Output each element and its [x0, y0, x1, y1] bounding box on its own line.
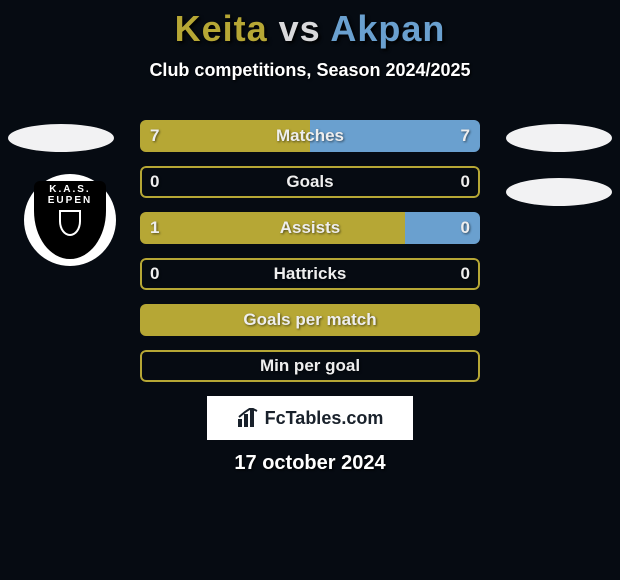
stat-value-left: 0	[150, 166, 159, 198]
branding-text: FcTables.com	[265, 408, 384, 429]
stat-value-right: 0	[461, 258, 470, 290]
player1-avatar-placeholder	[8, 124, 114, 152]
stat-row: Assists1 0	[140, 212, 480, 244]
stat-row: Min per goal	[140, 350, 480, 382]
stat-label: Assists	[140, 212, 480, 244]
date-text: 17 october 2024	[0, 452, 620, 475]
stat-row: Hattricks0 0	[140, 258, 480, 290]
stat-row: Matches7 7	[140, 120, 480, 152]
title-player1: Keita	[175, 8, 268, 49]
stat-label: Min per goal	[140, 350, 480, 382]
player1-club-logo: K.A.S. EUPEN	[24, 174, 116, 266]
stat-label: Goals per match	[140, 304, 480, 336]
player2-avatar-placeholder	[506, 124, 612, 152]
page-title: Keita vs Akpan	[0, 0, 620, 50]
stat-value-right: 0	[461, 166, 470, 198]
comparison-bars: Matches77Goals00Assists10Hattricks00Goal…	[140, 120, 480, 396]
stat-value-left: 1	[150, 212, 159, 244]
stat-label: Goals	[140, 166, 480, 198]
stat-label: Hattricks	[140, 258, 480, 290]
chart-icon	[237, 408, 259, 428]
stat-value-right: 0	[461, 212, 470, 244]
subtitle: Club competitions, Season 2024/2025	[0, 60, 620, 81]
club-crest-icon	[59, 210, 81, 236]
branding-badge: FcTables.com	[207, 396, 413, 440]
title-player2: Akpan	[330, 8, 445, 49]
stat-row: Goals0 0	[140, 166, 480, 198]
stat-value-right: 7	[461, 120, 470, 152]
club-text-line2: EUPEN	[48, 196, 92, 207]
stat-value-left: 0	[150, 258, 159, 290]
club-text-line1: K.A.S.	[49, 185, 90, 196]
stat-value-left: 7	[150, 120, 159, 152]
stat-label: Matches	[140, 120, 480, 152]
player2-club-placeholder	[506, 178, 612, 206]
stat-row: Goals per match	[140, 304, 480, 336]
title-vs: vs	[279, 8, 321, 49]
